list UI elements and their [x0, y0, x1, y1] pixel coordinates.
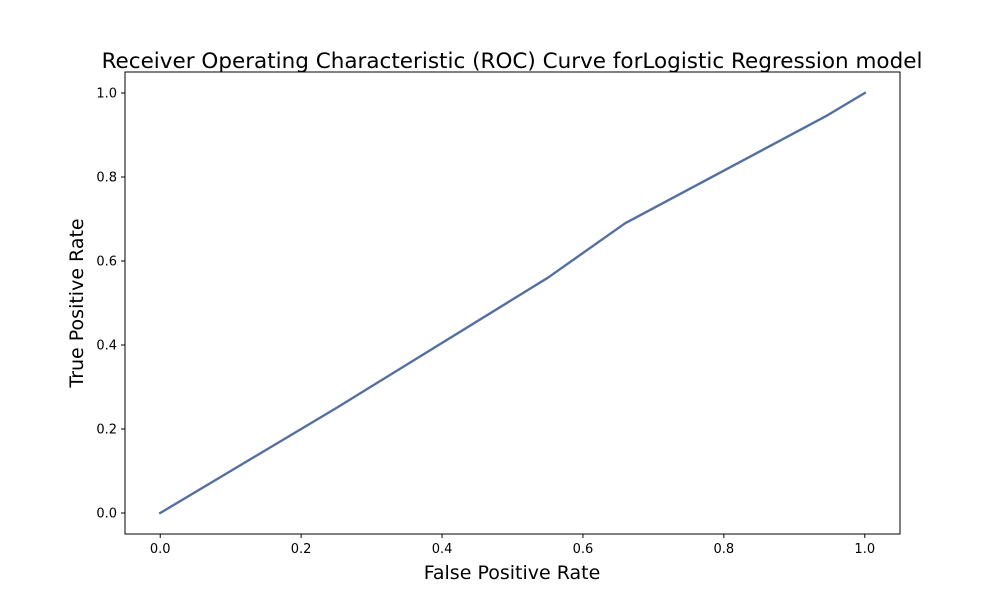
y-tick-label: 0.2 — [96, 423, 117, 438]
x-tick-label: 0.2 — [291, 542, 312, 557]
plot-frame — [124, 71, 901, 535]
series-layer — [158, 91, 867, 515]
y-tick-label: 0.8 — [96, 171, 117, 186]
chart-title: Receiver Operating Characteristic (ROC) … — [102, 49, 923, 74]
y-tick-label: 0.0 — [96, 507, 117, 522]
y-axis-ticks: 0.0 0.2 0.4 0.6 0.8 1.0 — [96, 87, 125, 522]
y-tick-label: 1.0 — [96, 87, 117, 102]
plot-area: 0.0 0.2 0.4 0.6 0.8 1.0 0.0 0.2 0.4 0.6 0.8 1.0 — [96, 71, 901, 557]
x-tick-label: 0.4 — [432, 542, 453, 557]
x-axis-title: False Positive Rate — [424, 562, 601, 584]
x-tick-label: 1.0 — [854, 542, 875, 557]
x-tick-label: 0.0 — [150, 542, 171, 557]
x-tick-label: 0.8 — [714, 542, 735, 557]
y-tick-label: 0.4 — [96, 339, 117, 354]
y-tick-label: 0.6 — [96, 255, 117, 270]
roc-curve-line — [158, 91, 867, 515]
x-axis-ticks: 0.0 0.2 0.4 0.6 0.8 1.0 — [150, 534, 875, 557]
y-axis-title: True Positive Rate — [66, 218, 88, 388]
x-tick-label: 0.6 — [573, 542, 594, 557]
